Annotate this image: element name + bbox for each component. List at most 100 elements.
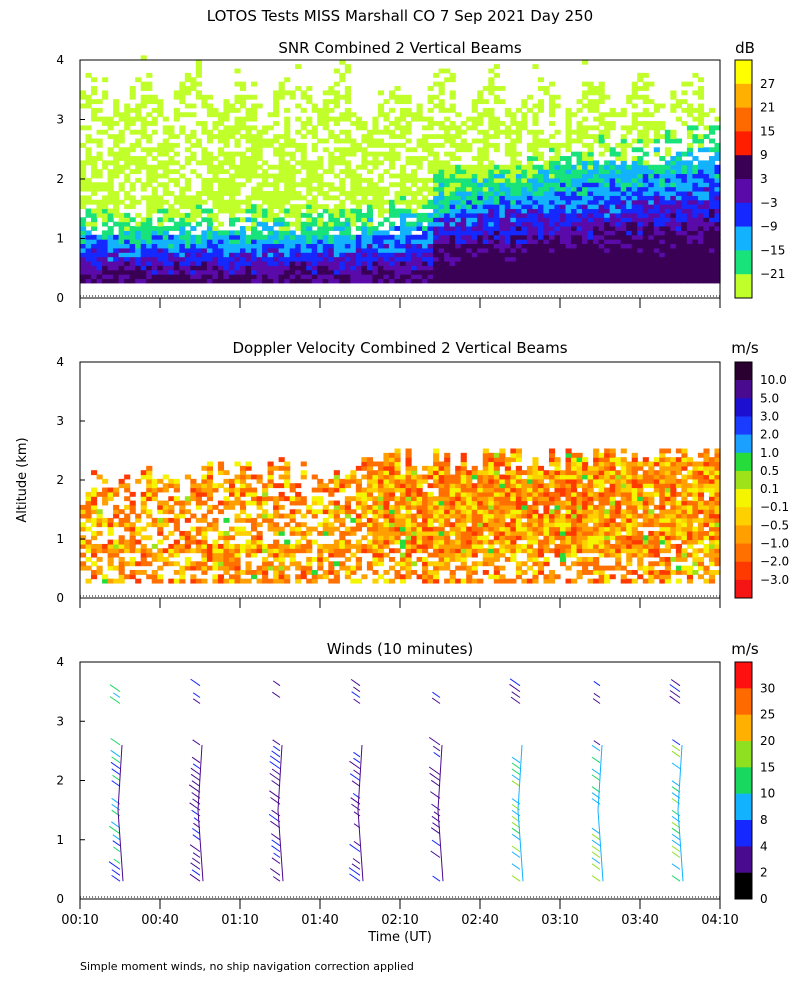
snr-cell xyxy=(587,199,594,205)
doppler-cell xyxy=(366,474,374,480)
snr-cell xyxy=(162,142,169,148)
snr-cell xyxy=(504,191,511,196)
snr-cell xyxy=(460,278,467,284)
snr-cell xyxy=(504,269,511,275)
snr-cell xyxy=(537,208,545,214)
snr-cell xyxy=(328,221,335,227)
snr-cell xyxy=(471,177,478,183)
snr-cell xyxy=(217,129,225,135)
doppler-cell xyxy=(344,548,351,554)
snr-cell xyxy=(284,199,291,205)
doppler-cell xyxy=(245,500,252,506)
snr-cell xyxy=(113,103,120,109)
snr-cell xyxy=(510,147,517,153)
snr-cell xyxy=(620,134,627,140)
snr-cell xyxy=(240,173,247,179)
snr-cell xyxy=(284,243,291,249)
snr-cell xyxy=(201,278,208,284)
snr-cell xyxy=(344,107,351,113)
doppler-cell xyxy=(157,522,164,528)
doppler-cell xyxy=(422,561,429,567)
snr-cell xyxy=(234,239,241,245)
doppler-cell xyxy=(350,569,357,575)
snr-cell xyxy=(477,278,484,284)
doppler-cell xyxy=(146,470,153,476)
snr-cell xyxy=(548,217,556,223)
snr-cell xyxy=(322,103,329,109)
snr-cell xyxy=(228,234,236,240)
snr-cell xyxy=(278,169,285,175)
snr-cell xyxy=(295,212,302,218)
snr-cell xyxy=(477,226,484,231)
snr-cell xyxy=(515,278,522,284)
snr-cell xyxy=(543,269,550,275)
doppler-cell xyxy=(157,530,164,536)
snr-cell xyxy=(444,134,451,140)
snr-cell xyxy=(659,191,666,196)
snr-cell xyxy=(317,239,324,245)
snr-cell xyxy=(466,265,473,271)
doppler-cell xyxy=(217,483,225,489)
snr-cell xyxy=(433,177,440,183)
snr-cell xyxy=(195,247,202,253)
snr-cell xyxy=(85,186,92,192)
doppler-cell xyxy=(267,548,274,554)
snr-cell xyxy=(195,195,202,201)
doppler-cell xyxy=(300,496,307,502)
snr-cell xyxy=(146,121,153,126)
snr-cell xyxy=(526,274,534,280)
snr-cell xyxy=(548,107,556,113)
snr-cell xyxy=(438,164,445,170)
snr-cell xyxy=(273,90,280,96)
doppler-cell xyxy=(240,530,247,536)
doppler-cell xyxy=(228,504,236,510)
snr-cell xyxy=(482,147,489,153)
snr-cell xyxy=(615,265,622,271)
snr-cell xyxy=(251,112,258,118)
snr-cell xyxy=(350,221,357,227)
snr-cell xyxy=(571,269,578,275)
snr-cell xyxy=(306,261,313,266)
snr-cell xyxy=(339,230,346,236)
snr-cell xyxy=(350,195,357,201)
snr-cell xyxy=(692,134,699,140)
snr-cell xyxy=(240,160,247,166)
snr-cell xyxy=(339,234,346,240)
snr-cell xyxy=(383,129,390,135)
doppler-cell xyxy=(372,509,379,515)
snr-cell xyxy=(471,230,478,236)
snr-cell xyxy=(681,204,688,210)
doppler-cell xyxy=(306,578,313,584)
doppler-cell xyxy=(201,556,208,562)
snr-cell xyxy=(576,156,583,161)
snr-cell xyxy=(593,90,600,96)
snr-cell xyxy=(162,116,169,122)
doppler-cell xyxy=(217,461,225,467)
snr-cell xyxy=(449,208,456,214)
snr-cell xyxy=(515,199,522,205)
snr-cell xyxy=(664,138,671,144)
snr-cell xyxy=(515,256,522,262)
snr-cell xyxy=(488,217,495,223)
winds-panel-title: Winds (10 minutes) xyxy=(327,640,474,658)
snr-cell xyxy=(405,208,412,214)
doppler-cell xyxy=(262,500,269,506)
snr-cell xyxy=(637,156,644,161)
doppler-cell xyxy=(223,535,230,541)
snr-cell xyxy=(504,252,511,258)
snr-cell xyxy=(587,177,594,183)
snr-cell xyxy=(488,177,495,183)
snr-cell xyxy=(102,164,109,170)
snr-cell xyxy=(306,186,313,192)
snr-cell xyxy=(471,199,478,205)
doppler-cell xyxy=(372,478,379,484)
snr-cell xyxy=(427,151,434,157)
doppler-cell xyxy=(383,470,390,476)
snr-cell xyxy=(201,177,208,183)
snr-cell xyxy=(455,278,462,284)
snr-cell xyxy=(703,261,710,266)
snr-cell xyxy=(184,138,191,144)
snr-cell xyxy=(466,256,473,262)
snr-cell xyxy=(427,199,434,205)
snr-cell xyxy=(201,274,208,280)
